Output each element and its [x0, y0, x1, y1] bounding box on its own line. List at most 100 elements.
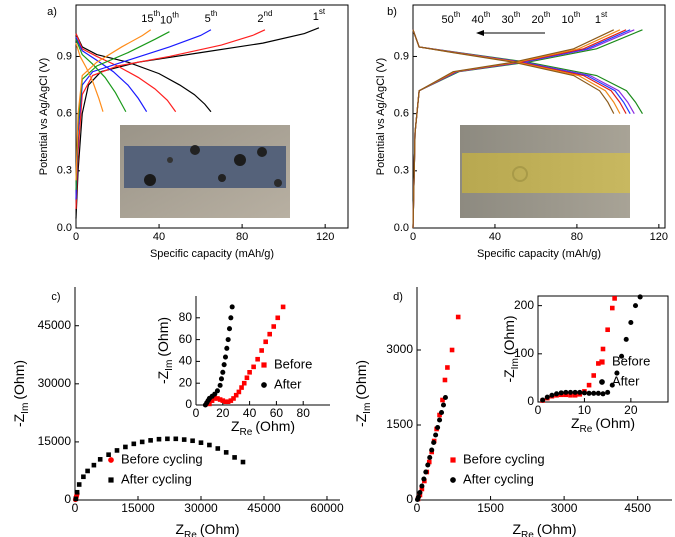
label-part: Z	[571, 415, 580, 431]
y-tick-label: 0.0	[57, 222, 72, 234]
plot-frame	[537, 295, 669, 403]
y-tick-label: 0	[185, 397, 192, 411]
photo-b	[460, 125, 630, 218]
x-axis-label: ZRe (Ohm)	[231, 418, 295, 438]
x-tick-label: 40	[489, 231, 501, 243]
marker	[449, 347, 455, 353]
label-part: 5	[205, 13, 211, 25]
panel-label: c)	[51, 291, 60, 303]
marker	[612, 296, 617, 301]
marker	[586, 382, 592, 388]
marker	[581, 390, 587, 396]
marker	[632, 303, 639, 309]
marker	[415, 494, 422, 500]
legend-marker	[599, 379, 605, 385]
marker	[236, 389, 242, 395]
marker	[427, 454, 433, 461]
marker	[233, 392, 239, 398]
marker	[74, 489, 80, 495]
x-tick-label: 30000	[184, 501, 218, 515]
plot-frame	[75, 4, 349, 229]
curve-label: 1st	[595, 10, 608, 26]
marker	[148, 438, 153, 443]
x-tick-label: 1500	[477, 501, 504, 515]
marker	[81, 474, 86, 480]
legend-label: After cycling	[121, 471, 192, 486]
label-part: Re	[580, 424, 593, 435]
marker	[600, 391, 606, 397]
label-part: (Ohm)	[200, 521, 240, 537]
marker	[567, 389, 574, 395]
y-tick-label: 0.6	[57, 108, 72, 120]
plot-frame	[412, 4, 666, 229]
x-tick-label: 40	[243, 406, 257, 420]
label-part: Re	[240, 427, 253, 438]
label-part: -Z	[155, 370, 171, 384]
x-tick-label: 0	[414, 501, 421, 515]
marker	[97, 457, 103, 462]
marker	[637, 294, 643, 300]
label-part: th	[454, 10, 461, 19]
marker	[217, 382, 223, 388]
x-tick-label: 10	[578, 403, 592, 417]
curve-label: 40th	[472, 10, 491, 26]
marker	[442, 394, 448, 401]
marker	[106, 452, 111, 457]
curve-label: 1st	[313, 7, 326, 23]
marker	[165, 436, 170, 442]
curve-label: 10th	[160, 11, 179, 27]
marker	[181, 437, 187, 442]
y-tick-label: 20	[179, 375, 193, 389]
marker	[240, 459, 246, 465]
curve-label: 10th	[562, 10, 581, 26]
x-tick-label: 0	[535, 403, 542, 417]
legend-label: Before cycling	[463, 451, 545, 466]
marker	[198, 440, 204, 445]
marker	[586, 390, 592, 396]
marker	[421, 476, 427, 482]
legend-marker	[108, 477, 114, 483]
x-axis-label: ZRe (Ohm)	[175, 521, 239, 537]
marker	[544, 394, 550, 400]
y-tick-label: 0	[527, 394, 534, 408]
marker	[91, 462, 97, 468]
legend-label: After	[612, 373, 640, 388]
legend-label: Before cycling	[121, 451, 203, 466]
x-tick-label: 3000	[551, 501, 578, 515]
marker	[255, 356, 260, 362]
marker	[445, 365, 450, 370]
y-tick-label: 15000	[38, 434, 72, 448]
label-part: Z	[175, 521, 184, 537]
legend-label: After cycling	[463, 471, 534, 486]
legend-marker	[261, 362, 267, 368]
marker	[426, 459, 432, 465]
marker	[275, 315, 281, 321]
label-part: (Ohm)	[255, 418, 295, 434]
x-tick-label: 20	[216, 406, 230, 420]
marker	[280, 304, 286, 310]
marker	[440, 397, 445, 403]
marker	[429, 447, 435, 453]
legend-label: Before	[274, 356, 312, 371]
marker	[228, 315, 234, 321]
x-tick-label: 0	[72, 501, 79, 515]
marker	[225, 399, 231, 405]
x-tick-label: 120	[316, 231, 334, 243]
marker	[223, 399, 228, 405]
x-tick-label: 0	[73, 231, 79, 243]
y-tick-label: 0.9	[394, 50, 409, 62]
marker	[591, 390, 597, 396]
x-tick-label: 15000	[121, 501, 155, 515]
marker	[605, 389, 611, 395]
marker	[259, 348, 264, 353]
marker	[572, 392, 578, 398]
marker	[442, 377, 448, 383]
legend-marker	[450, 457, 456, 463]
label-part: st	[601, 10, 608, 19]
marker	[600, 346, 606, 352]
label-part: th	[574, 10, 581, 19]
label-part: Im	[510, 358, 521, 369]
marker	[220, 369, 226, 375]
label-part: th	[544, 10, 551, 19]
